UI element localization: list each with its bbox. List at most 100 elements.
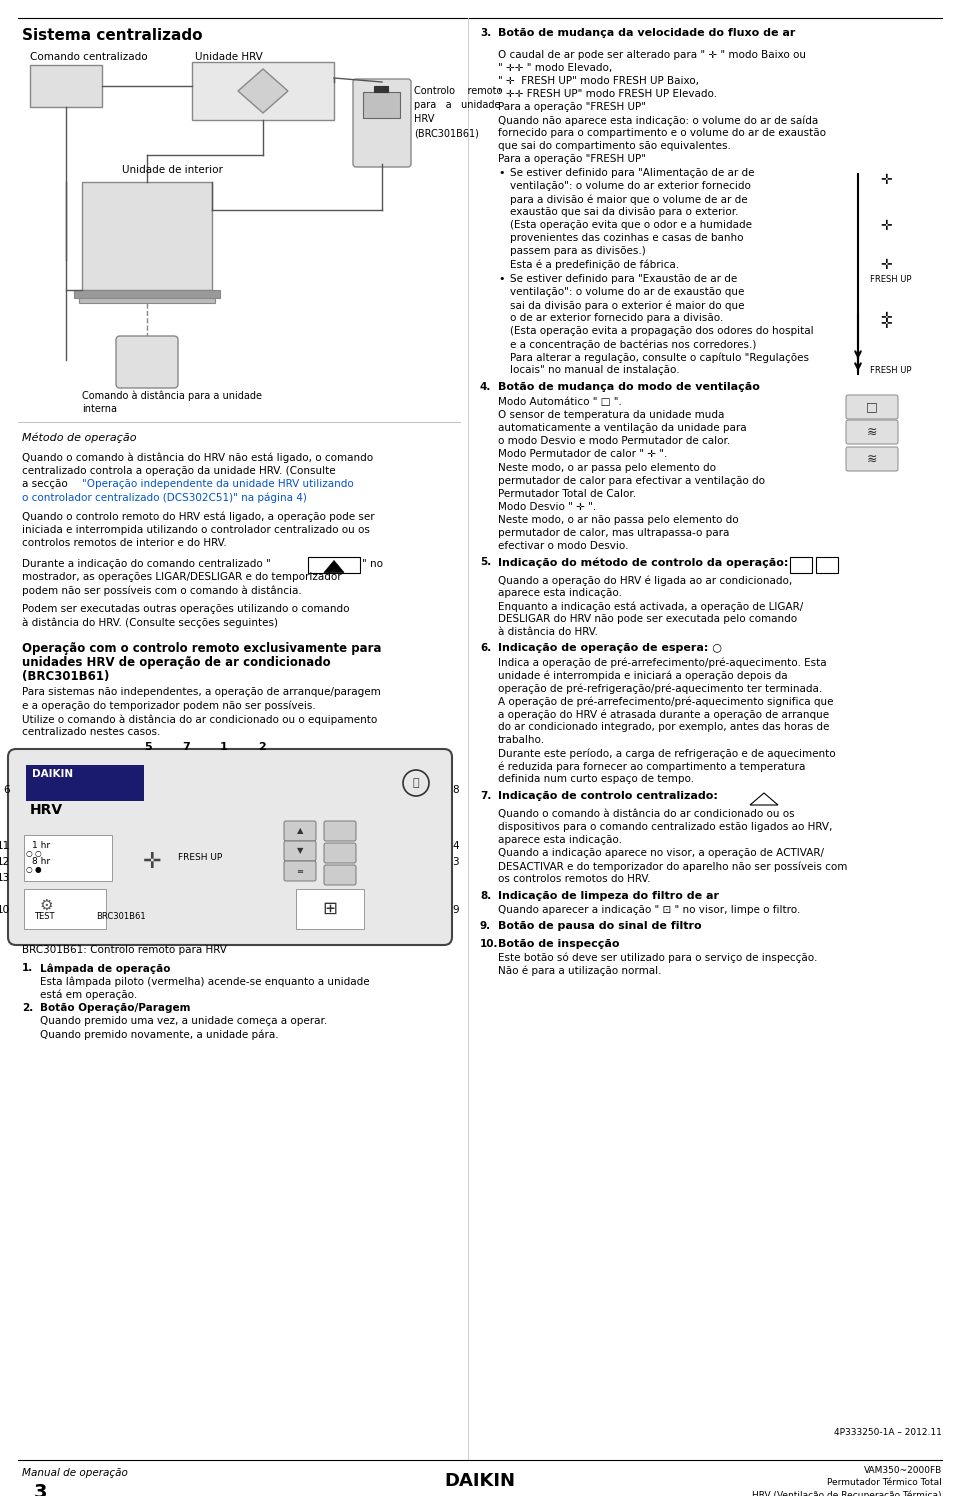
Text: HRV: HRV bbox=[30, 803, 63, 817]
Text: 11: 11 bbox=[0, 841, 10, 851]
Bar bbox=[82, 183, 212, 290]
Text: podem não ser possíveis com o comando à distância.: podem não ser possíveis com o comando à … bbox=[22, 585, 301, 595]
Text: Neste modo, o ar passa pelo elemento do: Neste modo, o ar passa pelo elemento do bbox=[498, 462, 716, 473]
Text: ventilação": o volume do ar exterior fornecido: ventilação": o volume do ar exterior for… bbox=[510, 181, 751, 191]
FancyBboxPatch shape bbox=[846, 447, 898, 471]
FancyBboxPatch shape bbox=[846, 420, 898, 444]
Text: Utilize o comando à distância do ar condicionado ou o equipamento: Utilize o comando à distância do ar cond… bbox=[22, 714, 377, 724]
Text: Indica a operação de pré-arrefecimento/pré-aquecimento. Esta: Indica a operação de pré-arrefecimento/p… bbox=[498, 657, 827, 667]
Text: 2.: 2. bbox=[22, 1002, 34, 1013]
Text: o de ar exterior fornecido para a divisão.: o de ar exterior fornecido para a divisã… bbox=[510, 313, 724, 323]
Bar bbox=[790, 557, 812, 573]
Text: 12: 12 bbox=[0, 857, 10, 868]
Text: Neste modo, o ar não passa pelo elemento do: Neste modo, o ar não passa pelo elemento… bbox=[498, 515, 738, 525]
Text: 1: 1 bbox=[220, 742, 228, 752]
Text: 7.: 7. bbox=[480, 791, 492, 800]
Text: Para a operação "FRESH UP": Para a operação "FRESH UP" bbox=[498, 154, 646, 165]
Text: a secção: a secção bbox=[22, 479, 71, 489]
Text: Lâmpada de operação: Lâmpada de operação bbox=[40, 963, 171, 974]
FancyBboxPatch shape bbox=[284, 841, 316, 862]
FancyBboxPatch shape bbox=[116, 337, 178, 387]
Polygon shape bbox=[324, 561, 344, 573]
Text: centralizado nestes casos.: centralizado nestes casos. bbox=[22, 727, 160, 738]
Text: operação de pré-refrigeração/pré-aquecimento ter terminada.: operação de pré-refrigeração/pré-aquecim… bbox=[498, 684, 823, 694]
Text: Quando premido novamente, a unidade pára.: Quando premido novamente, a unidade pára… bbox=[40, 1029, 278, 1040]
Text: Botão de inspecção: Botão de inspecção bbox=[498, 939, 619, 948]
Bar bbox=[30, 64, 102, 108]
Text: BRC301B61: BRC301B61 bbox=[96, 913, 146, 922]
Text: Para alterar a regulação, consulte o capítulo "Regulações: Para alterar a regulação, consulte o cap… bbox=[510, 352, 809, 362]
Text: é reduzida para fornecer ao compartimento a temperatura: é reduzida para fornecer ao compartiment… bbox=[498, 761, 805, 772]
Text: os controlos remotos do HRV.: os controlos remotos do HRV. bbox=[498, 874, 651, 884]
Text: "Operação independente da unidade HRV utilizando: "Operação independente da unidade HRV ut… bbox=[82, 479, 353, 489]
Bar bbox=[24, 835, 112, 881]
Text: Quando a indicação aparece no visor, a operação de ACTIVAR/: Quando a indicação aparece no visor, a o… bbox=[498, 848, 824, 859]
Text: Para a operação "FRESH UP": Para a operação "FRESH UP" bbox=[498, 102, 646, 112]
Text: " ✛✛ FRESH UP" modo FRESH UP Elevado.: " ✛✛ FRESH UP" modo FRESH UP Elevado. bbox=[498, 88, 717, 99]
FancyBboxPatch shape bbox=[846, 395, 898, 419]
FancyBboxPatch shape bbox=[284, 862, 316, 881]
Text: ⊞: ⊞ bbox=[323, 901, 338, 919]
Text: •: • bbox=[498, 274, 505, 284]
Text: Permutador Térmico Total: Permutador Térmico Total bbox=[828, 1478, 942, 1487]
Text: A operação de pré-arrefecimento/pré-aquecimento significa que: A operação de pré-arrefecimento/pré-aque… bbox=[498, 696, 833, 706]
Text: ⚙: ⚙ bbox=[39, 898, 53, 913]
Text: interna: interna bbox=[82, 404, 117, 414]
Text: trabalho.: trabalho. bbox=[498, 735, 545, 745]
Text: unidade é interrompida e iniciará a operação depois da: unidade é interrompida e iniciará a oper… bbox=[498, 670, 787, 681]
Text: do ar condicionado integrado, por exemplo, antes das horas de: do ar condicionado integrado, por exempl… bbox=[498, 723, 829, 732]
Text: está em operação.: está em operação. bbox=[40, 989, 137, 999]
Polygon shape bbox=[238, 69, 288, 114]
Text: 5: 5 bbox=[144, 742, 152, 752]
Text: definida num curto espaço de tempo.: definida num curto espaço de tempo. bbox=[498, 773, 694, 784]
Polygon shape bbox=[750, 793, 778, 805]
Text: ≋: ≋ bbox=[867, 425, 877, 438]
Bar bbox=[24, 889, 106, 929]
Text: à distância do HRV. (Consulte secções seguintes): à distância do HRV. (Consulte secções se… bbox=[22, 618, 278, 628]
Text: 1.: 1. bbox=[22, 963, 34, 972]
Text: 6: 6 bbox=[4, 785, 10, 794]
Bar bbox=[308, 557, 360, 573]
Text: efectivar o modo Desvio.: efectivar o modo Desvio. bbox=[498, 542, 629, 551]
Text: ▼: ▼ bbox=[297, 847, 303, 856]
Text: mostrador, as operações LIGAR/DESLIGAR e do temporizador: mostrador, as operações LIGAR/DESLIGAR e… bbox=[22, 571, 342, 582]
Text: (BRC301B61): (BRC301B61) bbox=[22, 670, 109, 684]
Text: a operação do HRV é atrasada durante a operação de arranque: a operação do HRV é atrasada durante a o… bbox=[498, 709, 829, 720]
FancyBboxPatch shape bbox=[353, 79, 411, 168]
Text: FRESH UP: FRESH UP bbox=[870, 367, 911, 375]
Text: ○ ○: ○ ○ bbox=[26, 850, 41, 859]
Text: FRESH UP: FRESH UP bbox=[178, 853, 223, 862]
Text: ✛: ✛ bbox=[880, 317, 892, 331]
Text: Quando a operação do HRV é ligada ao ar condicionado,: Quando a operação do HRV é ligada ao ar … bbox=[498, 574, 792, 585]
Text: 8: 8 bbox=[452, 785, 459, 794]
Text: (Esta operação evita a propagação dos odores do hospital: (Esta operação evita a propagação dos od… bbox=[510, 326, 814, 337]
Text: 4: 4 bbox=[452, 841, 459, 851]
Text: O caudal de ar pode ser alterado para " ✛ " modo Baixo ou: O caudal de ar pode ser alterado para " … bbox=[498, 49, 806, 60]
FancyBboxPatch shape bbox=[284, 821, 316, 841]
Text: " no: " no bbox=[362, 558, 383, 568]
Text: ○ ●: ○ ● bbox=[26, 865, 41, 874]
FancyBboxPatch shape bbox=[8, 749, 452, 945]
Text: FRESH UP: FRESH UP bbox=[870, 275, 911, 284]
Text: Se estiver definido para "Alimentação de ar de: Se estiver definido para "Alimentação de… bbox=[510, 168, 755, 178]
Text: ✛: ✛ bbox=[880, 257, 892, 272]
Text: Botão de pausa do sinal de filtro: Botão de pausa do sinal de filtro bbox=[498, 922, 702, 931]
Text: exaustão que sai da divisão para o exterior.: exaustão que sai da divisão para o exter… bbox=[510, 206, 738, 217]
Text: e a concentração de bactérias nos corredores.): e a concentração de bactérias nos corred… bbox=[510, 340, 756, 350]
Text: que sai do compartimento são equivalentes.: que sai do compartimento são equivalente… bbox=[498, 141, 731, 151]
Text: locais" no manual de instalação.: locais" no manual de instalação. bbox=[510, 365, 680, 375]
Text: Comando à distância para a unidade: Comando à distância para a unidade bbox=[82, 390, 262, 401]
Text: centralizado controla a operação da unidade HRV. (Consulte: centralizado controla a operação da unid… bbox=[22, 465, 336, 476]
Text: Quando o controlo remoto do HRV está ligado, a operação pode ser: Quando o controlo remoto do HRV está lig… bbox=[22, 512, 374, 522]
Text: •: • bbox=[498, 168, 505, 178]
Bar bbox=[296, 889, 364, 929]
Text: Modo Automático " □ ".: Modo Automático " □ ". bbox=[498, 396, 622, 407]
Text: permutador de calor para efectivar a ventilação do: permutador de calor para efectivar a ven… bbox=[498, 476, 765, 486]
Text: Comando centralizado: Comando centralizado bbox=[30, 52, 148, 61]
Text: ≡: ≡ bbox=[297, 866, 303, 875]
Text: Durante este período, a carga de refrigeração e de aquecimento: Durante este período, a carga de refrige… bbox=[498, 748, 835, 758]
Text: 10.: 10. bbox=[480, 939, 498, 948]
Text: 5.: 5. bbox=[480, 557, 492, 567]
Bar bbox=[816, 557, 838, 573]
Text: unidades HRV de operação de ar condicionado: unidades HRV de operação de ar condicion… bbox=[22, 657, 330, 669]
